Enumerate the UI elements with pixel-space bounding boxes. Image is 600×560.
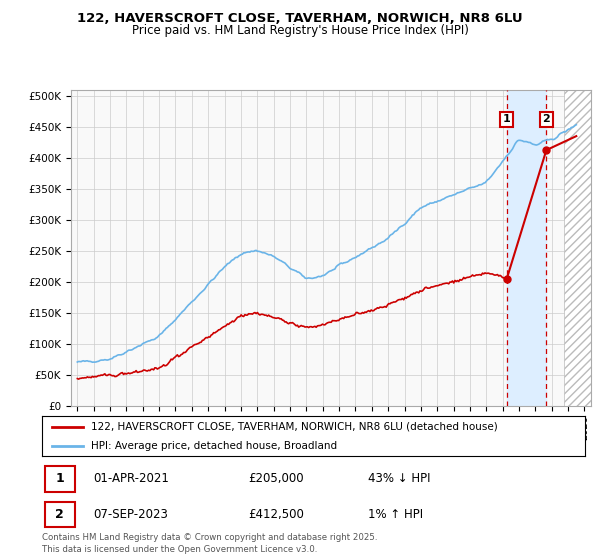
Text: £412,500: £412,500 (248, 508, 304, 521)
Text: Price paid vs. HM Land Registry's House Price Index (HPI): Price paid vs. HM Land Registry's House … (131, 24, 469, 36)
FancyBboxPatch shape (45, 502, 74, 527)
Text: 122, HAVERSCROFT CLOSE, TAVERHAM, NORWICH, NR8 6LU: 122, HAVERSCROFT CLOSE, TAVERHAM, NORWIC… (77, 12, 523, 25)
Text: 01-APR-2021: 01-APR-2021 (94, 473, 169, 486)
Text: £205,000: £205,000 (248, 473, 304, 486)
Text: 2: 2 (542, 114, 550, 124)
Text: 2: 2 (55, 508, 64, 521)
FancyBboxPatch shape (45, 466, 74, 492)
Text: 122, HAVERSCROFT CLOSE, TAVERHAM, NORWICH, NR8 6LU (detached house): 122, HAVERSCROFT CLOSE, TAVERHAM, NORWIC… (91, 422, 497, 432)
Text: HPI: Average price, detached house, Broadland: HPI: Average price, detached house, Broa… (91, 441, 337, 451)
Bar (507, 90, 547, 406)
Text: 1% ↑ HPI: 1% ↑ HPI (368, 508, 423, 521)
Text: 1: 1 (55, 473, 64, 486)
Text: 07-SEP-2023: 07-SEP-2023 (94, 508, 169, 521)
Text: 1: 1 (503, 114, 511, 124)
Text: Contains HM Land Registry data © Crown copyright and database right 2025.
This d: Contains HM Land Registry data © Crown c… (42, 533, 377, 554)
Text: 43% ↓ HPI: 43% ↓ HPI (368, 473, 430, 486)
